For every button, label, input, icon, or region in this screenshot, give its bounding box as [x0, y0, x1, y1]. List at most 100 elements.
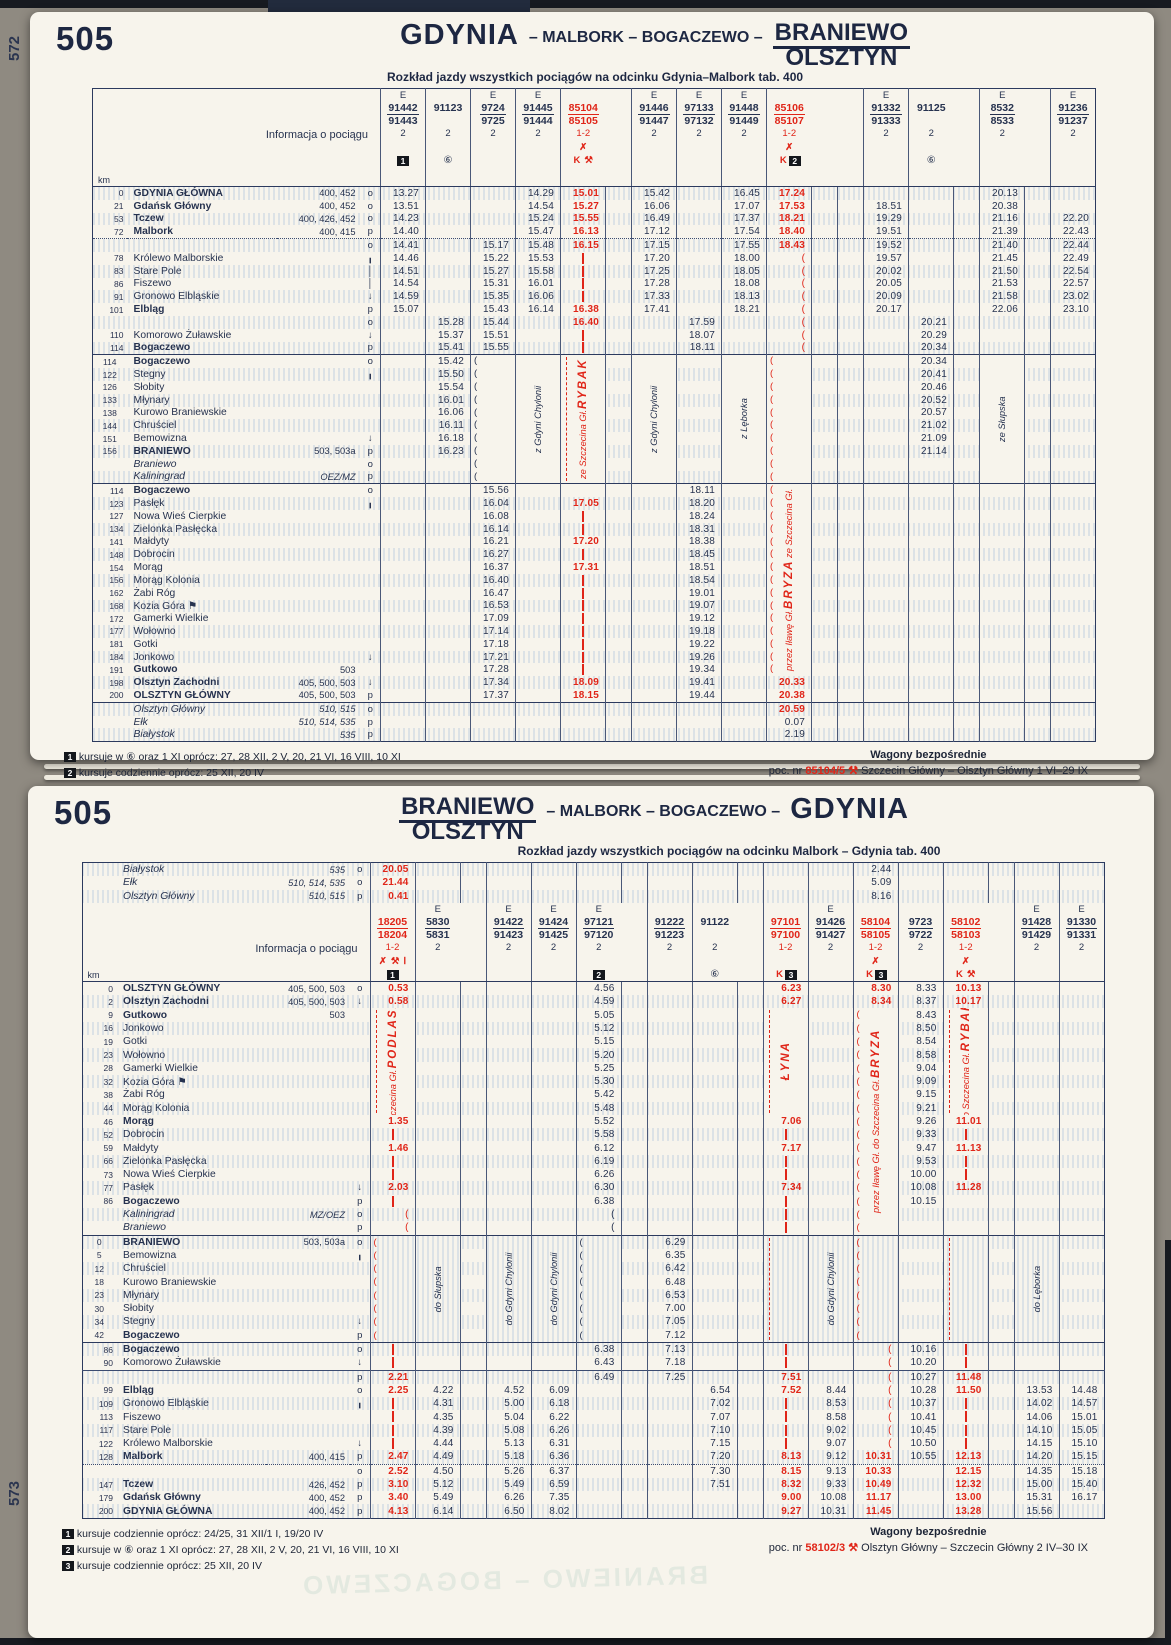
time-cell	[530, 1154, 576, 1169]
time-cell	[676, 715, 722, 729]
time-cell: 6.09	[530, 1383, 576, 1398]
time-cell	[560, 573, 606, 587]
time-cell	[811, 637, 838, 651]
station-cell: Chruściel	[123, 1263, 166, 1275]
time-cell: 15.01	[560, 185, 606, 200]
time-cell	[979, 328, 1025, 342]
time-cell	[908, 701, 954, 716]
time-cell	[515, 728, 561, 742]
station-service-icon: ⚑	[177, 1076, 187, 1088]
time-cell	[908, 457, 954, 471]
km-cell: 113	[99, 1412, 113, 1423]
connecting-tables-cell	[277, 574, 361, 587]
time-cell	[459, 1328, 486, 1343]
time-cell	[837, 509, 864, 523]
time-cell	[863, 561, 909, 574]
pass-through-dash	[582, 329, 584, 341]
time-cell	[605, 406, 632, 420]
time-cell	[807, 1101, 853, 1115]
time-cell	[942, 1423, 988, 1437]
train-column-header: E 91448 91449 2	[721, 88, 767, 187]
time-cell	[953, 368, 980, 381]
station-cell: Dobrocin	[123, 1129, 165, 1141]
time-cell	[721, 509, 767, 523]
time-cell: 9.04	[897, 1061, 943, 1075]
km-cell: 114	[92, 354, 127, 369]
time-cell: 2.44	[852, 862, 898, 877]
time-cell	[691, 1168, 737, 1182]
time-cell: 8.58	[897, 1048, 943, 1062]
station-cell: Tczew	[123, 1479, 154, 1491]
time-cell: 19.51	[863, 225, 909, 240]
time-cell	[837, 637, 864, 651]
time-cell	[560, 715, 606, 729]
time-cell	[863, 535, 909, 549]
time-cell	[736, 1194, 763, 1208]
time-cell	[953, 561, 980, 574]
time-cell: 20.17	[863, 303, 909, 316]
vertical-label-cell	[762, 1234, 808, 1343]
time-cell: 17.53	[766, 199, 812, 213]
connecting-tables-cell	[266, 1249, 350, 1262]
time-cell	[837, 290, 864, 304]
time-cell	[863, 470, 909, 484]
time-cell: 21.44	[369, 876, 415, 890]
time-cell	[691, 1275, 737, 1289]
time-cell	[721, 650, 767, 664]
time-cell	[721, 315, 767, 329]
arr-dep-cell: o	[350, 1341, 370, 1357]
station-cell: Morąg Kolonia	[133, 574, 200, 586]
time-cell	[485, 889, 531, 903]
station-cell: Gdańsk Główny	[133, 200, 212, 212]
time-cell	[837, 328, 864, 342]
spacer-column	[837, 88, 864, 187]
time-cell	[979, 650, 1025, 664]
time-cell	[811, 444, 838, 458]
time-cell: (	[369, 1221, 415, 1236]
connecting-tables-cell: 405, 500, 503	[298, 677, 356, 688]
time-cell: 13.27	[380, 185, 426, 200]
time-cell: 7.51	[691, 1477, 737, 1492]
time-cell	[807, 1168, 853, 1182]
connecting-tables-cell	[266, 1115, 350, 1128]
time-cell	[1024, 225, 1051, 240]
time-cell	[953, 380, 980, 394]
time-cell	[605, 483, 632, 498]
time-cell	[459, 1288, 486, 1303]
km-cell: 198	[109, 677, 124, 688]
time-cell	[811, 483, 838, 498]
time-cell: 16.18	[425, 432, 471, 445]
time-cell	[380, 497, 426, 510]
time-cell: 10.16	[897, 1341, 943, 1357]
time-cell: 6.38	[575, 1341, 621, 1357]
connecting-tables-cell	[277, 510, 361, 523]
time-cell: 9.27	[762, 1504, 808, 1519]
service-symbol-icon: Ⅰ	[403, 955, 407, 967]
time-cell	[646, 1141, 692, 1155]
time-cell: 17.59	[676, 315, 722, 329]
time-cell	[631, 573, 677, 587]
time-cell	[1050, 599, 1096, 613]
time-cell	[369, 1168, 415, 1182]
time-cell: 16.17	[1058, 1491, 1104, 1505]
station-row: 86 Fiszewo │ 14.54 15.31 16.01 17.28 18.08(20.0…	[93, 277, 1096, 291]
time-cell	[1024, 701, 1051, 716]
time-cell	[620, 1207, 647, 1222]
time-cell	[691, 1356, 737, 1370]
time-cell	[676, 701, 722, 716]
time-cell	[987, 1207, 1014, 1222]
time-cell: 5.15	[575, 1035, 621, 1049]
time-cell	[414, 1128, 460, 1142]
time-cell	[979, 586, 1025, 600]
time-cell	[459, 1397, 486, 1411]
km-cell	[93, 316, 127, 329]
time-cell	[1013, 1114, 1059, 1129]
vertical-label-cell: do Lęborka	[1013, 1234, 1059, 1343]
time-cell	[942, 1154, 988, 1169]
pass-through-dash	[582, 252, 584, 264]
time-cell	[736, 1369, 763, 1384]
page-edge-line	[44, 764, 1140, 769]
time-cell: 5.30	[575, 1074, 621, 1089]
station-cell: Bogaczewo	[126, 483, 277, 498]
time-cell: 15.56	[1013, 1504, 1059, 1519]
